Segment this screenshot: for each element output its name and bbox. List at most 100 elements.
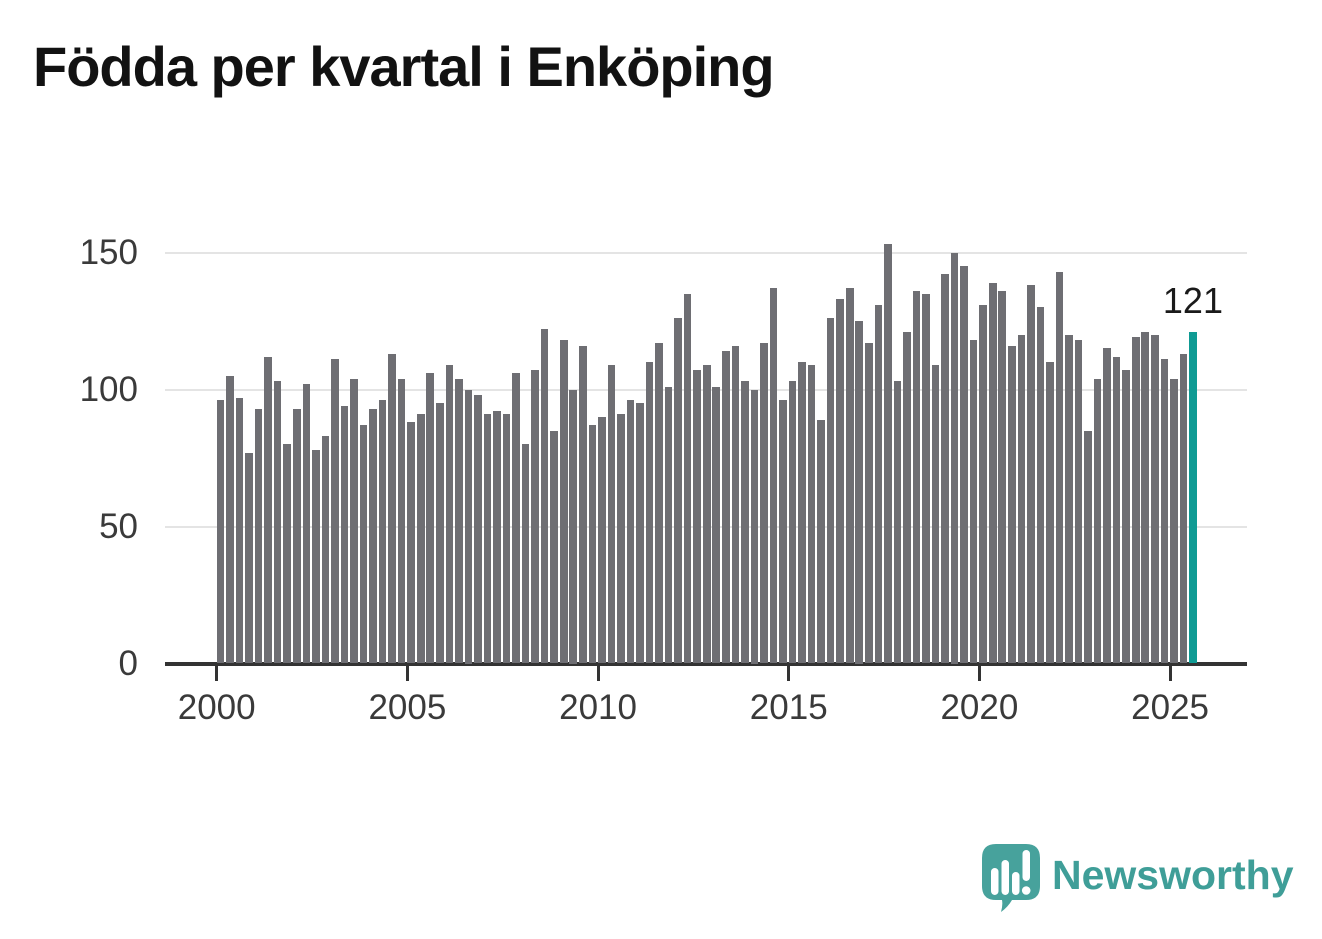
bar-2001-q2 xyxy=(264,356,272,664)
bar-2002-q3 xyxy=(312,449,320,664)
bar-2022-q3 xyxy=(1074,340,1083,664)
bar-2008-q2 xyxy=(531,370,539,664)
bar-2005-q4 xyxy=(435,403,444,664)
bar-2024-q3 xyxy=(1151,334,1159,664)
bar-2004-q4 xyxy=(397,378,406,664)
bar-2014-q3 xyxy=(769,288,778,664)
bar-2004-q3 xyxy=(388,353,396,664)
bar-2017-q1 xyxy=(865,342,873,664)
bar-2015-q3 xyxy=(807,364,816,664)
gridline-150 xyxy=(165,251,1247,254)
bar-2015-q2 xyxy=(798,362,806,664)
bar-2016-q3 xyxy=(845,288,854,664)
bar-2022-q4 xyxy=(1084,430,1092,664)
bar-2004-q1 xyxy=(369,408,377,664)
bar-2010-q1 xyxy=(598,416,606,664)
bar-2018-q4 xyxy=(931,364,940,664)
bar-2017-q2 xyxy=(874,304,883,664)
bar-2007-q2 xyxy=(493,411,501,664)
bar-2023-q2 xyxy=(1103,348,1111,664)
bar-2016-q2 xyxy=(836,299,844,664)
bar-2012-q1 xyxy=(674,318,682,664)
x-axis-tick-2000 xyxy=(215,664,219,681)
newsworthy-wordmark: Newsworthy xyxy=(1052,851,1294,898)
x-axis-tick-2010 xyxy=(596,664,600,681)
bar-2006-q3 xyxy=(464,389,473,664)
bar-2000-q4 xyxy=(245,452,253,664)
bar-2024-q4 xyxy=(1160,359,1169,664)
bar-2009-q2 xyxy=(569,389,578,664)
bar-2010-q2 xyxy=(607,364,616,664)
bar-2015-q1 xyxy=(788,381,797,664)
bar-2011-q3 xyxy=(655,342,663,664)
bar-2021-q1 xyxy=(1017,334,1026,664)
bar-2023-q4 xyxy=(1122,370,1131,664)
bar-2012-q2 xyxy=(683,293,692,664)
bar-2007-q4 xyxy=(512,373,520,664)
bar-2001-q4 xyxy=(283,444,292,664)
bar-2006-q4 xyxy=(474,394,482,664)
bar-2005-q2 xyxy=(416,414,425,664)
bar-2019-q4 xyxy=(969,340,978,664)
bar-2002-q2 xyxy=(302,384,311,664)
bar-2001-q1 xyxy=(254,408,263,664)
bar-2000-q2 xyxy=(226,375,234,664)
newsworthy-bubble-chart-icon xyxy=(981,843,1041,913)
bar-2002-q4 xyxy=(321,436,330,664)
bar-2018-q1 xyxy=(903,331,911,664)
bar-2025-q1 xyxy=(1170,378,1178,664)
bar-2013-q4 xyxy=(741,381,749,664)
x-axis-tick-2015 xyxy=(787,664,791,681)
bar-2003-q3 xyxy=(350,378,358,664)
bar-2019-q2 xyxy=(950,252,959,664)
y-axis-label-50: 50 xyxy=(99,506,138,546)
x-axis-label-2015: 2015 xyxy=(749,688,828,727)
y-axis-label-100: 100 xyxy=(79,369,138,409)
x-axis-label-2010: 2010 xyxy=(559,688,637,727)
bar-2009-q4 xyxy=(588,425,597,664)
bar-2017-q4 xyxy=(893,381,902,664)
bar-2021-q3 xyxy=(1036,307,1045,664)
bar-2012-q4 xyxy=(702,364,711,664)
bar-2021-q2 xyxy=(1027,285,1035,664)
bar-2013-q1 xyxy=(712,386,721,664)
y-axis-label-0: 0 xyxy=(118,643,138,683)
bar-2012-q3 xyxy=(693,370,701,664)
x-axis-label-2025: 2025 xyxy=(1131,688,1210,727)
bar-2014-q4 xyxy=(779,400,787,664)
bar-2009-q1 xyxy=(559,340,568,664)
x-axis-label-2000: 2000 xyxy=(177,688,256,727)
y-axis-label-150: 150 xyxy=(79,232,138,272)
bar-2007-q3 xyxy=(502,414,511,664)
bar-2022-q2 xyxy=(1065,334,1073,664)
x-axis-line xyxy=(165,662,1247,666)
bar-2020-q3 xyxy=(998,290,1007,664)
bar-2006-q1 xyxy=(445,364,454,664)
bar-2005-q3 xyxy=(426,373,435,664)
bar-2008-q3 xyxy=(540,329,549,664)
bar-2010-q4 xyxy=(626,400,635,664)
bar-2011-q2 xyxy=(645,362,654,664)
bar-2016-q1 xyxy=(826,318,835,664)
bar-2023-q1 xyxy=(1093,378,1102,664)
bar-2014-q2 xyxy=(760,342,768,664)
bar-2000-q3 xyxy=(235,397,244,664)
bar-2018-q2 xyxy=(912,290,921,664)
bar-2024-q1 xyxy=(1131,337,1140,664)
bar-2013-q3 xyxy=(731,345,740,664)
bar-2010-q3 xyxy=(617,414,625,664)
bar-2025-q3 xyxy=(1189,331,1197,664)
bar-2020-q4 xyxy=(1008,345,1016,664)
bar-2011-q1 xyxy=(636,403,644,664)
x-axis-tick-2020 xyxy=(977,664,981,681)
bar-2021-q4 xyxy=(1046,362,1054,664)
bar-2003-q2 xyxy=(340,405,349,664)
x-axis-label-2005: 2005 xyxy=(368,688,447,727)
bar-2024-q2 xyxy=(1141,331,1150,664)
bar-2014-q1 xyxy=(750,389,759,664)
bar-2003-q1 xyxy=(331,359,339,664)
newsworthy-logo: Newsworthy xyxy=(981,843,1294,913)
bar-2004-q2 xyxy=(378,400,387,664)
bar-2008-q4 xyxy=(550,430,558,664)
